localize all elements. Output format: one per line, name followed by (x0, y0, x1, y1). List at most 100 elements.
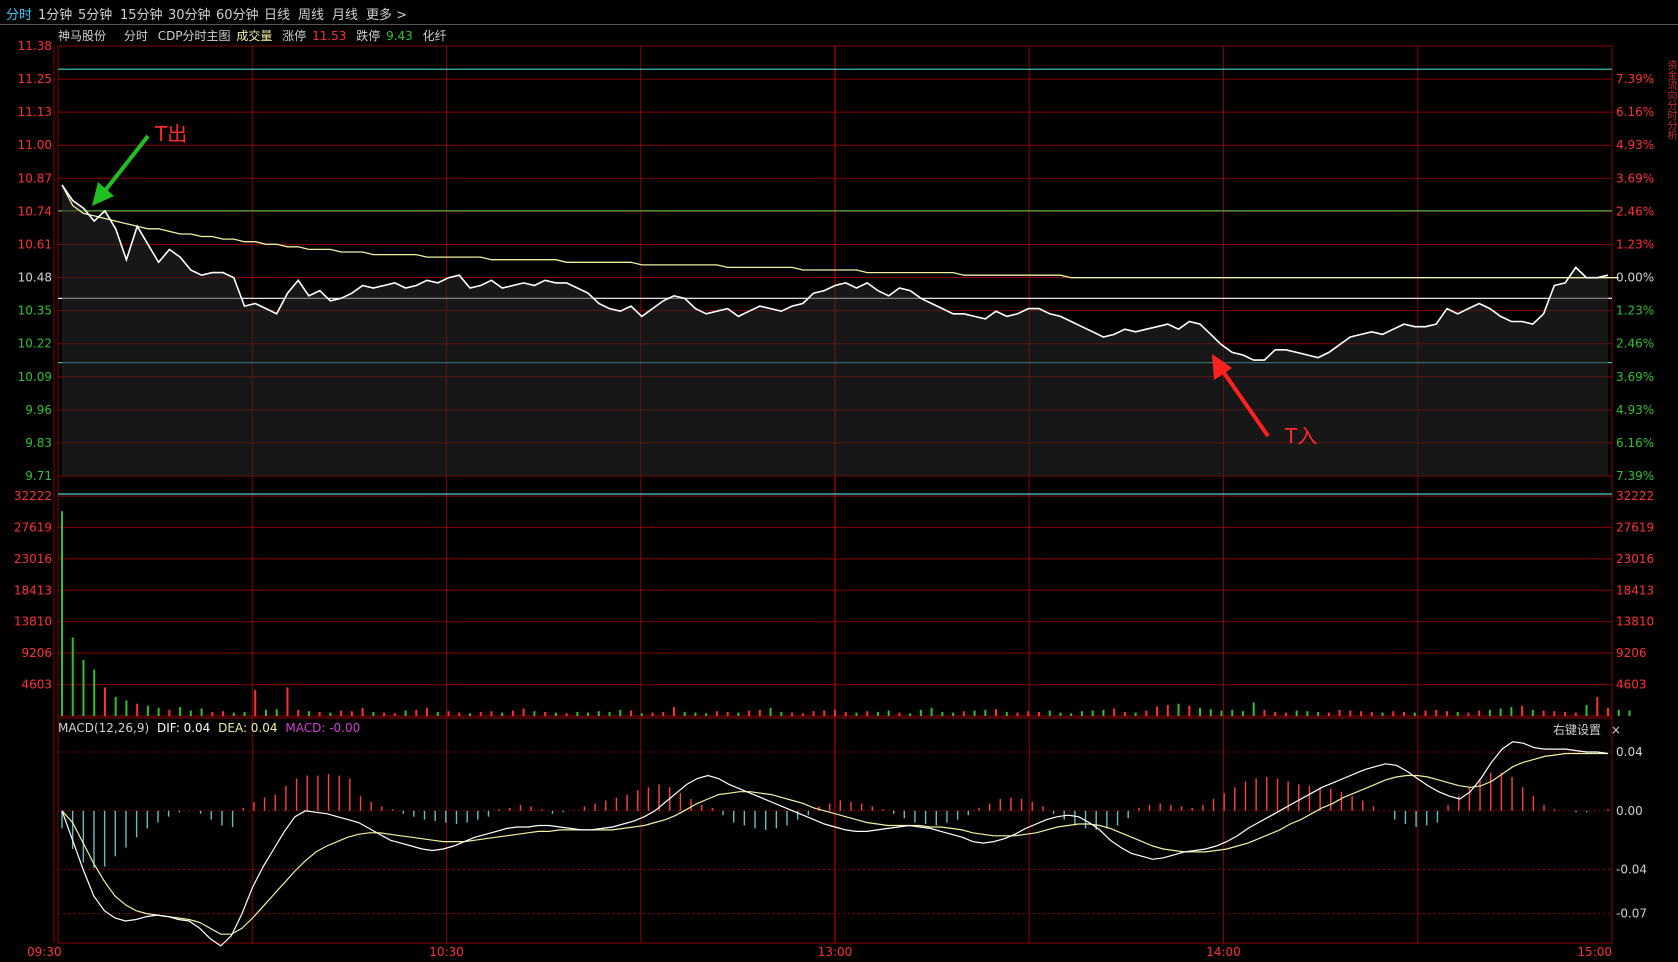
volume-bar (1156, 706, 1159, 716)
pct-axis-label: 6.16% (1616, 436, 1654, 450)
volume-axis-label-right: 27619 (1616, 520, 1654, 534)
volume-bar (1048, 710, 1051, 716)
volume-bar (168, 709, 171, 716)
volume-bar (1070, 713, 1073, 716)
volume-bar (1241, 711, 1244, 716)
volume-bar (630, 710, 633, 716)
price-axis-label: 11.00 (18, 138, 52, 152)
price-axis-label: 10.48 (18, 271, 52, 285)
volume-bar (200, 708, 203, 716)
right-key-settings[interactable]: 右键设置 × (1553, 721, 1621, 738)
tab-5min[interactable]: 5分钟 (78, 8, 113, 23)
volume-bar (82, 660, 85, 716)
volume-bar (1102, 709, 1105, 716)
volume-bar (1542, 710, 1545, 716)
volume-bar (1284, 712, 1287, 716)
volume-bar (898, 712, 901, 716)
volume-bar (1488, 709, 1491, 716)
volume-bar (1585, 705, 1588, 716)
volume-axis-label-right: 9206 (1616, 646, 1647, 660)
price-line (61, 184, 1609, 361)
volume-bar (71, 637, 74, 716)
volume-axis-label: 27619 (14, 520, 52, 534)
tab-weekly[interactable]: 周线 (298, 8, 325, 23)
volume-bar (1059, 712, 1062, 716)
volume-bar (1091, 710, 1094, 716)
volume-bar (737, 712, 740, 716)
sell-arrow (102, 134, 150, 194)
limit-down-value: 9.43 (386, 29, 413, 43)
volume-bar (1478, 710, 1481, 716)
volume-bar (1467, 712, 1470, 716)
right-key-label[interactable]: 右键设置 (1553, 723, 1602, 737)
volume-bar (565, 713, 568, 716)
volume-bar (672, 707, 675, 716)
volume-bar (318, 711, 321, 716)
right-side-panel-tab[interactable]: 资金流向分时分析 (1666, 60, 1676, 140)
tab-intraday[interactable]: 分时 (6, 8, 33, 23)
price-axis-label: 10.74 (18, 204, 52, 218)
pct-axis-label: 6.16% (1616, 105, 1654, 119)
price-axis-label: 10.22 (18, 337, 52, 351)
macd-dif: DIF: 0.04 (156, 721, 211, 735)
volume-bar (436, 711, 439, 716)
volume-bar (941, 711, 944, 716)
volume-bar (189, 710, 192, 716)
volume-bar (962, 711, 965, 716)
volume-bar (1510, 707, 1513, 716)
tab-15min[interactable]: 15分钟 (120, 8, 163, 23)
volume-bar (1456, 711, 1459, 716)
volume-bar (780, 711, 783, 716)
price-axis-label: 9.83 (25, 436, 52, 450)
volume-bar (1413, 712, 1416, 716)
tab-daily[interactable]: 日线 (264, 8, 291, 23)
volume-bar (1424, 710, 1427, 716)
volume-bar (490, 711, 493, 716)
macd-axis-label: -0.04 (1616, 863, 1647, 877)
volume-bar (812, 711, 815, 716)
volume-bar (1037, 711, 1040, 716)
close-icon[interactable]: × (1610, 723, 1621, 737)
volume-bar (651, 712, 654, 716)
volume-bar (640, 713, 643, 716)
volume-bar (608, 711, 611, 716)
volume-bar (340, 710, 343, 716)
macd-header: MACD(12,26,9) DIF: 0.04 DEA: 0.04 MACD: … (58, 721, 360, 735)
tab-60min[interactable]: 60分钟 (216, 8, 259, 23)
stock-name[interactable]: 神马股份 (58, 29, 107, 43)
price-axis-label: 10.87 (18, 171, 52, 185)
volume-bar (973, 710, 976, 716)
volume-bar (1435, 709, 1438, 716)
period-tab-bar: 分时 1分钟 5分钟 15分钟 30分钟 60分钟 日线 周线 月线 更多 > (0, 0, 1678, 25)
macd-axis-label: 0.04 (1616, 745, 1643, 759)
buy-arrow-head (1212, 354, 1232, 380)
volume-bar (758, 709, 761, 716)
buy-annotation: T入 (1285, 424, 1318, 448)
volume-bar (415, 709, 418, 716)
price-axis-label: 10.09 (18, 370, 52, 384)
volume-axis-label: 32222 (14, 489, 52, 503)
sector-label[interactable]: 化纤 (422, 29, 447, 43)
volume-axis-label-right: 18413 (1616, 583, 1654, 597)
average-price-line (61, 184, 1619, 279)
volume-axis-label-right: 4603 (1616, 678, 1647, 692)
volume-bar (1295, 710, 1298, 716)
tab-1min[interactable]: 1分钟 (38, 8, 73, 23)
tab-monthly[interactable]: 月线 (332, 8, 359, 23)
volume-bar (1370, 711, 1373, 716)
time-axis-label: 09:30 (27, 945, 62, 959)
tab-30min[interactable]: 30分钟 (168, 8, 211, 23)
volume-bar (383, 712, 386, 716)
indicator-label[interactable]: CDP分时主图 (157, 29, 231, 43)
volume-bar (1628, 710, 1631, 716)
volume-bar (919, 709, 922, 716)
price-area (62, 185, 1608, 476)
volume-bar (1349, 710, 1352, 716)
volume-bar (458, 712, 461, 716)
price-axis-label: 11.25 (18, 72, 52, 86)
limit-down-label: 跌停 (356, 29, 381, 43)
tab-more[interactable]: 更多 > (366, 8, 408, 23)
volume-bar (1231, 709, 1234, 716)
volume-bar (468, 713, 471, 716)
